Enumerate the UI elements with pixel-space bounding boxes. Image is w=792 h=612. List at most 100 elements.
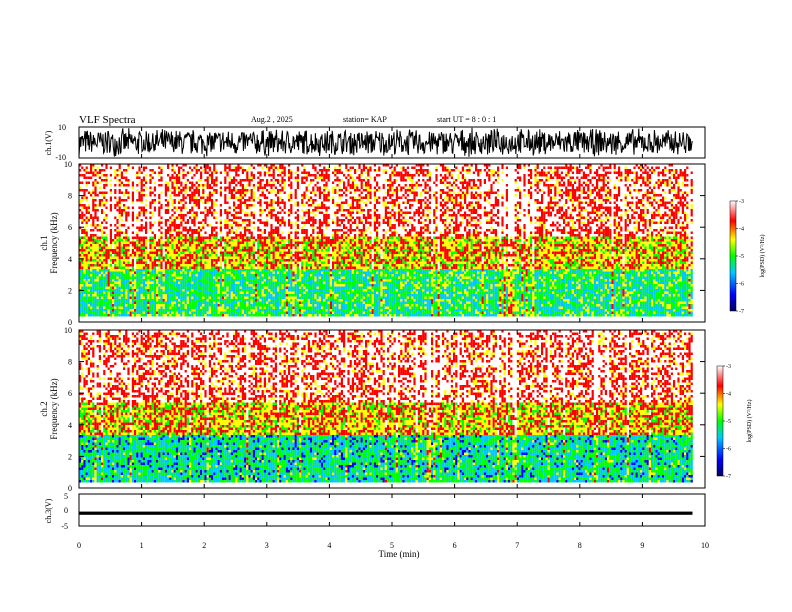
spectrogram-cell [175,261,178,264]
spectrogram-cell [268,309,271,312]
spectrogram-cell [182,236,185,239]
spectrogram-cell [219,271,222,274]
spectrogram-cell [125,241,128,244]
spectrogram-cell [118,244,121,247]
spectrogram-cell [252,291,255,294]
spectrogram-cell [200,304,203,307]
spectrogram-cell [296,266,299,269]
spectrogram-cell [312,304,315,307]
spectrogram-cell [259,179,262,182]
spectrogram-cell [114,306,117,309]
spectrogram-cell [171,199,174,202]
spectrogram-cell [270,189,273,192]
spectrogram-cell [85,231,88,234]
spectrogram-cell [182,169,185,172]
spectrogram-cell [248,266,251,269]
spectrogram-cell [160,204,163,207]
spectrogram-cell [224,279,227,282]
spectrogram-cell [200,266,203,269]
spectrogram-cell [235,196,238,199]
spectrogram-cell [92,281,95,284]
spectrogram-cell [175,274,178,277]
spectrogram-cell [162,281,165,284]
spectrogram-cell [312,199,315,202]
spectrogram-cell [255,269,258,272]
spectrogram-cell [312,274,315,277]
spectrogram-cell [145,281,148,284]
spectrogram-cell [191,296,194,299]
spectrogram-cell [90,234,93,237]
spectrogram-cell [90,194,93,197]
spectrogram-cell [191,209,194,212]
spectrogram-cell [204,304,207,307]
spectrogram-cell [127,306,130,309]
spectrogram-cell [255,259,258,262]
spectrogram-cell [151,256,154,259]
spectrogram-cell [149,239,152,242]
spectrogram-cell [149,169,152,172]
spectrogram-cell [239,259,242,262]
spectrogram-cell [90,311,93,314]
spectrogram-cell [294,229,297,232]
spectrogram-cell [259,299,262,302]
spectrogram-cell [228,286,231,289]
spectrogram-cell [241,256,244,259]
spectrogram-cell [160,179,163,182]
spectrogram-cell [140,301,143,304]
spectrogram-cell [96,306,99,309]
spectrogram-cell [233,279,236,282]
spectrogram-cell [233,194,236,197]
spectrogram-cell [312,244,315,247]
spectrogram-cell [250,251,253,254]
spectrogram-cell [175,206,178,209]
spectrogram-cell [83,301,86,304]
spectrogram-cell [316,251,319,254]
spectrogram-cell [114,169,117,172]
spectrogram-cell [321,249,324,252]
spectrogram-cell [85,181,88,184]
spectrogram-cell [182,226,185,229]
spectrogram-cell [211,201,214,204]
spectrogram-cell [281,199,284,202]
spectrogram-cell [204,206,207,209]
spectrogram-cell [281,304,284,307]
spectrogram-cell [127,214,130,217]
spectrogram-cell [145,229,148,232]
spectrogram-cell [193,309,196,312]
spectrogram-cell [112,261,115,264]
spectrogram-cell [235,274,238,277]
spectrogram-cell [136,244,139,247]
spectrogram-cell [98,314,101,317]
spectrogram-cell [274,286,277,289]
spectrogram-cell [252,301,255,304]
spectrogram-cell [215,244,218,247]
spectrogram-cell [239,271,242,274]
spectrogram-cell [109,276,112,279]
spectrogram-cell [303,171,306,174]
spectrogram-cell [180,276,183,279]
spectrogram-cell [184,181,187,184]
spectrogram-cell [305,259,308,262]
spectrogram-cell [83,174,86,177]
spectrogram-cell [316,296,319,299]
spectrogram-cell [186,266,189,269]
spectrogram-cell [321,304,324,307]
spectrogram-cell [272,169,275,172]
spectrogram-cell [103,281,106,284]
spectrogram-cell [235,314,238,317]
spectrogram-cell [164,284,167,287]
spectrogram-cell [281,309,284,312]
spectrogram-cell [189,189,192,192]
spectrogram-cell [314,274,317,277]
spectrogram-cell [237,306,240,309]
spectrogram-cell [118,286,121,289]
spectrogram-cell [197,306,200,309]
spectrogram-cell [131,284,134,287]
spectrogram-cell [213,281,216,284]
spectrogram-cell [285,274,288,277]
spectrogram-cell [215,279,218,282]
spectrogram-cell [239,189,242,192]
spectrogram-cell [233,214,236,217]
spectrogram-cell [283,286,286,289]
spectrogram-cell [151,254,154,257]
